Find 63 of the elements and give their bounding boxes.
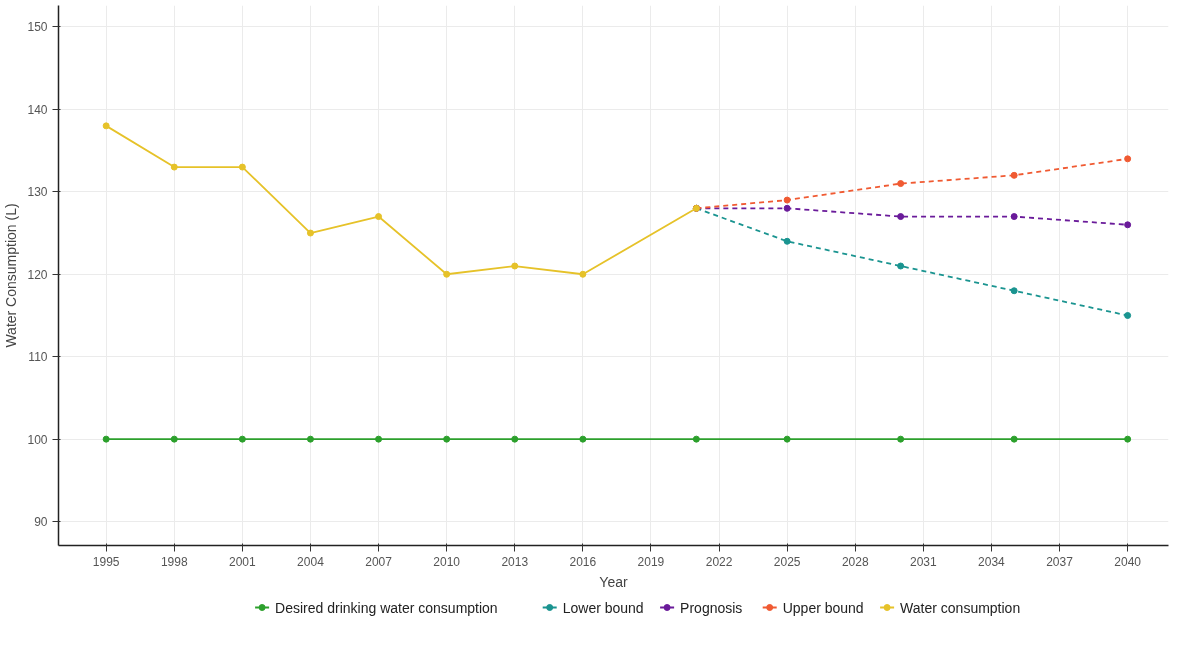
point <box>897 435 905 443</box>
point <box>511 262 519 270</box>
point <box>1010 287 1018 295</box>
x-tick-label: 2028 <box>841 554 869 569</box>
y-tick-label: 140 <box>27 102 48 117</box>
y-tick-label: 90 <box>34 515 48 530</box>
point <box>1010 171 1018 179</box>
point <box>238 163 246 171</box>
x-tick-label: 2004 <box>297 554 325 569</box>
x-tick-label: 1998 <box>160 554 188 569</box>
y-tick-label: 120 <box>27 267 48 282</box>
x-tick-label: 2022 <box>705 554 733 569</box>
x-tick-label: 2019 <box>637 554 665 569</box>
x-tick-label: 2034 <box>978 554 1006 569</box>
point <box>170 163 178 171</box>
x-tick-label: 2037 <box>1046 554 1074 569</box>
point <box>692 435 700 443</box>
point <box>1010 213 1018 221</box>
y-tick-label: 100 <box>27 432 48 447</box>
point <box>897 180 905 188</box>
point <box>897 213 905 221</box>
point <box>1124 435 1132 443</box>
point <box>511 435 519 443</box>
point <box>102 122 110 130</box>
point <box>443 435 451 443</box>
legend-label: Lower bound <box>562 599 644 616</box>
point <box>443 270 451 278</box>
point <box>783 435 791 443</box>
point <box>306 229 314 237</box>
point <box>375 435 383 443</box>
point <box>102 435 110 443</box>
x-tick-label: 2016 <box>569 554 597 569</box>
x-tick-label: 2010 <box>433 554 461 569</box>
point <box>375 213 383 221</box>
point <box>579 435 587 443</box>
point <box>238 435 246 443</box>
legend-label: Upper bound <box>782 599 864 616</box>
point <box>1124 221 1132 229</box>
x-tick-label: 2040 <box>1114 554 1142 569</box>
point <box>1124 311 1132 319</box>
x-tick-label: 2031 <box>910 554 938 569</box>
y-axis-title: Water Consumption (L) <box>3 203 20 348</box>
y-tick-label: 110 <box>28 350 48 365</box>
x-tick-label: 2001 <box>229 554 257 569</box>
point <box>1124 155 1132 163</box>
x-tick-label: 2013 <box>501 554 529 569</box>
y-tick-label: 130 <box>27 185 48 200</box>
y-tick-label: 150 <box>27 20 48 35</box>
point <box>170 435 178 443</box>
point <box>306 435 314 443</box>
x-axis-title: Year <box>599 573 628 590</box>
point <box>579 270 587 278</box>
legend-label: Water consumption <box>900 599 1021 616</box>
point <box>783 196 791 204</box>
legend-label: Prognosis <box>680 599 743 616</box>
point <box>1010 435 1018 443</box>
x-tick-label: 1995 <box>92 554 120 569</box>
point <box>783 204 791 212</box>
legend-label: Desired drinking water consumption <box>275 599 498 616</box>
x-tick-label: 2007 <box>365 554 393 569</box>
point <box>897 262 905 270</box>
point <box>783 237 791 245</box>
x-tick-label: 2025 <box>773 554 801 569</box>
